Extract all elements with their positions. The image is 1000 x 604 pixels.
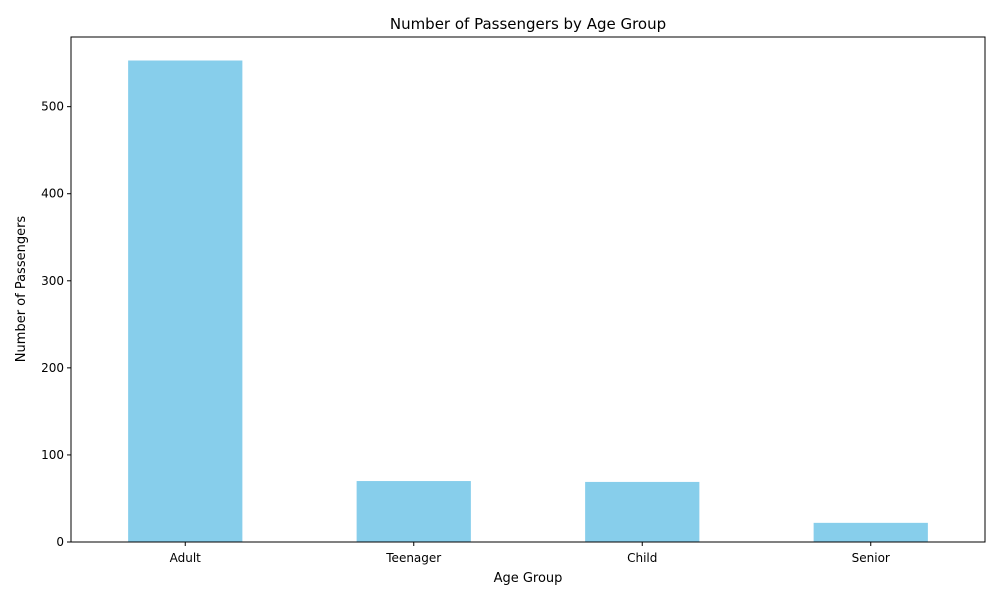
x-tick-label: Child [627,551,657,565]
y-tick-label: 0 [56,535,64,549]
x-axis: Adult Teenager Child Senior [170,542,890,565]
y-tick-label: 500 [41,100,64,114]
y-axis: 0 100 200 300 400 500 [41,100,71,549]
x-tick-label: Adult [170,551,202,565]
plot-area [128,60,928,543]
plot-frame [70,36,986,543]
y-axis-label: Number of Passengers [14,216,29,363]
chart-title: Number of Passengers by Age Group [390,15,666,33]
x-axis-label: Age Group [494,571,563,586]
y-tick-label: 400 [41,187,64,201]
x-tick-label: Teenager [385,551,441,565]
bar-adult [128,60,243,543]
y-tick-label: 200 [41,361,64,375]
bar-child [585,481,700,542]
bar-teenager [356,481,471,542]
bar-senior [813,522,928,542]
y-tick-label: 300 [41,274,64,288]
x-tick-label: Senior [852,551,890,565]
y-tick-label: 100 [41,448,64,462]
